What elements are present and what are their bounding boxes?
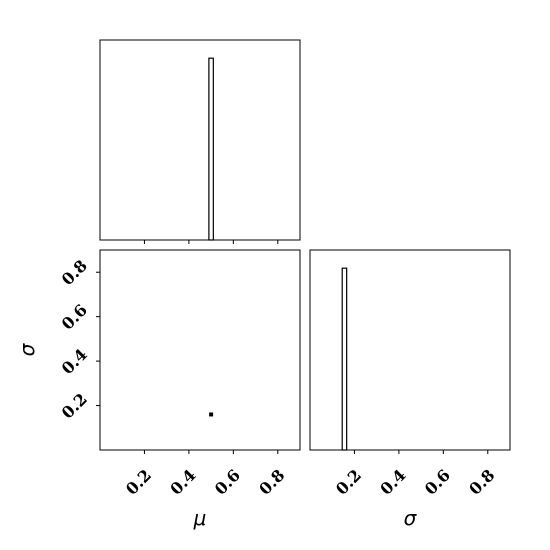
mu-histogram-x-ticks xyxy=(143,240,279,244)
histogram-bar-0 xyxy=(208,57,214,241)
mu-histogram-frame xyxy=(99,39,301,241)
joint-y-axis-label: σ xyxy=(15,342,39,356)
joint-point-0 xyxy=(209,412,214,417)
joint-x-ticks: 0.2 0.4 0.6 0.8 xyxy=(122,450,288,499)
sigma-histogram-bins xyxy=(341,267,348,451)
x-tick-label: 0.8 xyxy=(255,466,288,499)
x-tick-label: 0.4 xyxy=(376,466,409,499)
y-tick-label: 0.8 xyxy=(58,256,91,289)
joint-frame xyxy=(99,249,301,451)
sigma-histogram-panel: 0.2 0.4 0.6 0.8 σ xyxy=(309,249,511,530)
mu-histogram-panel xyxy=(99,39,301,244)
joint-panel: 0.2 0.4 0.6 0.8 0.2 0.4 0.6 0.8 μ σ xyxy=(15,249,301,530)
mu-histogram-bins xyxy=(208,57,214,241)
x-tick-label: 0.6 xyxy=(421,466,454,499)
joint-y-ticks: 0.2 0.4 0.6 0.8 xyxy=(58,256,100,422)
y-tick-label: 0.2 xyxy=(58,389,91,422)
y-tick-label: 0.6 xyxy=(58,300,91,333)
y-tick-label: 0.4 xyxy=(58,345,91,378)
x-tick-label: 0.6 xyxy=(211,466,244,499)
sigma-histogram-x-ticks: 0.2 0.4 0.6 0.8 xyxy=(332,450,498,499)
x-tick-label: 0.8 xyxy=(465,466,498,499)
histogram-bar-0 xyxy=(341,267,348,451)
joint-points xyxy=(209,412,214,417)
sigma-histogram-frame xyxy=(309,249,511,451)
x-tick-label: 0.2 xyxy=(332,466,365,499)
joint-x-axis-label: μ xyxy=(193,506,207,530)
x-tick-label: 0.2 xyxy=(122,466,155,499)
x-tick-label: 0.4 xyxy=(166,466,199,499)
sigma-histogram-x-axis-label: σ xyxy=(404,506,418,530)
